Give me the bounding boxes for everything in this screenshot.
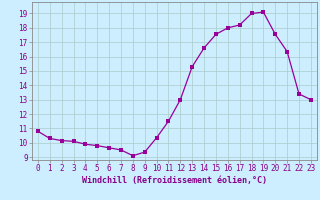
- X-axis label: Windchill (Refroidissement éolien,°C): Windchill (Refroidissement éolien,°C): [82, 176, 267, 185]
